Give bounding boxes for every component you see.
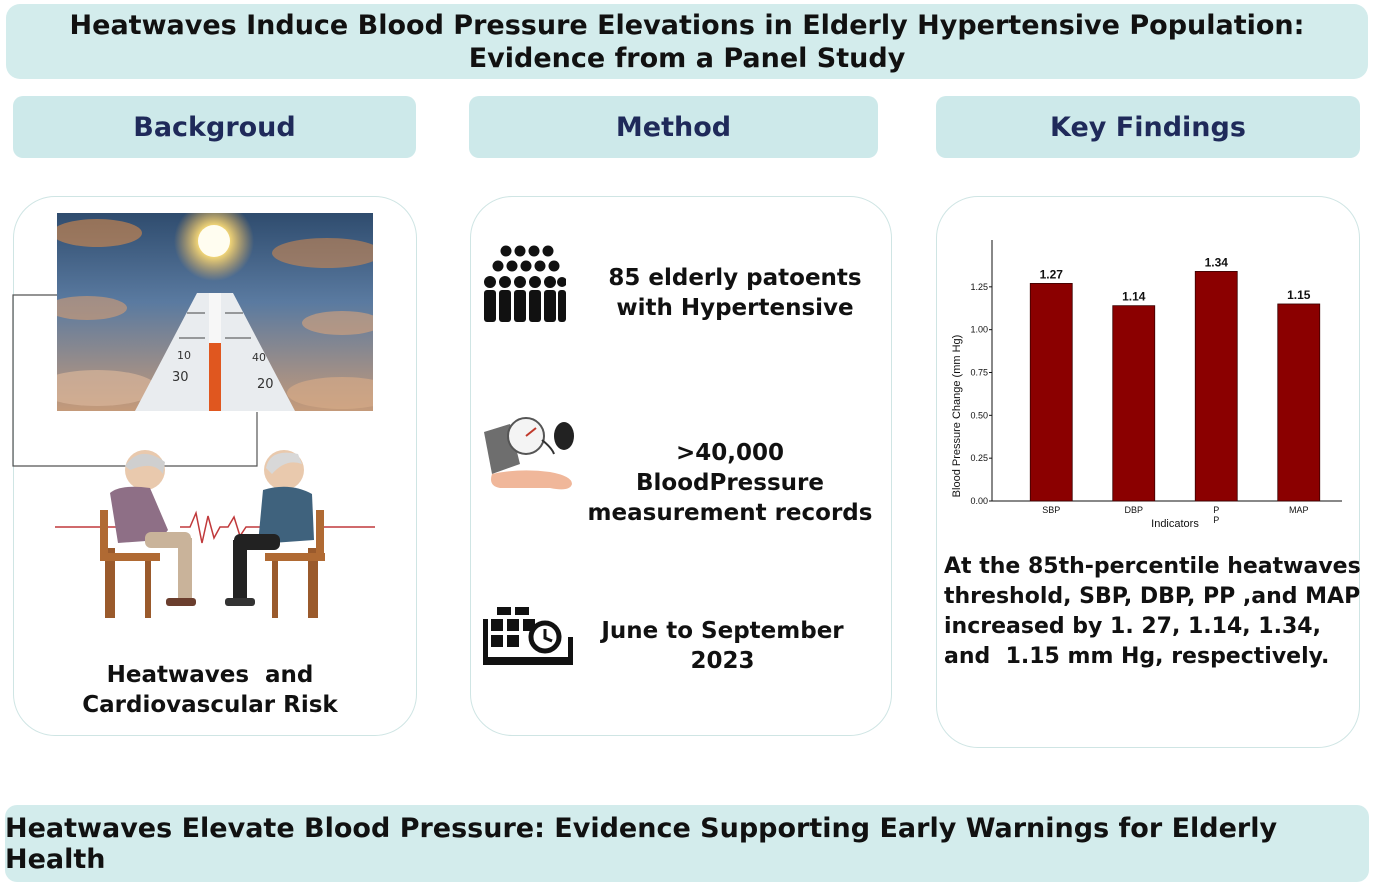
- chart-bar: [1194, 271, 1238, 502]
- chart-category-label: SBP: [1042, 505, 1060, 515]
- background-caption: Heatwaves and Cardiovascular Risk: [40, 660, 380, 720]
- elderly-man-icon: [225, 450, 325, 618]
- chart-y-tick-label: 0.00: [970, 496, 988, 506]
- thermo-tick-left-2: 10: [177, 349, 191, 362]
- method-item-1-line-1: 85 elderly patoents: [608, 265, 862, 291]
- background-caption-line-2: Cardiovascular Risk: [82, 692, 338, 718]
- findings-line-3: increased by 1. 27, 1.14, 1.34,: [944, 614, 1321, 639]
- chart-y-axis-label: Blood Pressure Change (mm Hg): [951, 335, 963, 498]
- thermo-tick-left: 30: [172, 370, 189, 385]
- calendar-clock-icon: [483, 607, 573, 665]
- chart-bar: [1277, 303, 1321, 502]
- background-caption-line-1: Heatwaves and: [106, 662, 314, 688]
- chart-y-tick-label: 0.75: [970, 368, 988, 378]
- method-item-2: >40,000 BloodPressure measurement record…: [585, 438, 875, 528]
- findings-line-4: and 1.15 mm Hg, respectively.: [944, 644, 1330, 669]
- chart-x-axis-label: Indicators: [1151, 518, 1199, 530]
- key-findings-text: At the 85th-percentile heatwaves thresho…: [944, 552, 1361, 672]
- chart-bar: [1029, 283, 1073, 502]
- chart-y-tick-label: 0.50: [970, 410, 988, 420]
- method-item-1: 85 elderly patoents with Hypertensive: [600, 263, 870, 323]
- chart-y-tick-label: 0.25: [970, 453, 988, 463]
- chart-value-label: 1.15: [1287, 288, 1311, 302]
- blood-pressure-monitor-icon: [484, 417, 574, 490]
- title-line-2: Evidence from a Panel Study: [468, 42, 906, 74]
- method-item-3-line-1: June to September: [601, 618, 844, 644]
- chart-y-tick-label: 1.00: [970, 325, 988, 335]
- method-item-2-line-1: >40,000 BloodPressure: [636, 440, 824, 496]
- thermo-tick-right: 40: [252, 351, 266, 364]
- chart-category-label: DBP: [1124, 505, 1143, 515]
- chart-category-label: P: [1213, 515, 1219, 525]
- connector-lines: [12, 294, 258, 467]
- chart-category-label: MAP: [1289, 505, 1309, 515]
- chart-value-label: 1.14: [1122, 290, 1146, 304]
- method-header: Method: [469, 96, 878, 158]
- key-findings-header: Key Findings: [936, 96, 1360, 158]
- chart-category-label: P: [1213, 505, 1219, 515]
- elderly-woman-icon: [100, 450, 196, 618]
- title-line-1: Heatwaves Induce Blood Pressure Elevatio…: [69, 9, 1305, 41]
- bp-change-bar-chart: 0.00 0.25 0.50 0.75 1.00 1.25 1.27 1.14 1.34 1.1…: [951, 240, 1342, 530]
- chart-value-label: 1.34: [1205, 255, 1229, 269]
- chart-y-tick-label: 1.25: [970, 282, 988, 292]
- thermo-tick-right-2: 20: [257, 377, 274, 392]
- method-item-3: June to September 2023: [600, 616, 845, 676]
- chart-bar: [1112, 305, 1156, 502]
- elderly-people-illustration: [55, 450, 375, 618]
- chart-value-label: 1.27: [1040, 267, 1064, 281]
- background-header: Backgroud: [13, 96, 416, 158]
- title-banner: Heatwaves Induce Blood Pressure Elevatio…: [6, 4, 1368, 79]
- method-item-3-line-2: 2023: [690, 648, 755, 674]
- findings-line-1: At the 85th-percentile heatwaves: [944, 554, 1361, 579]
- heatwave-thermometer-image: 30 10 40 20: [57, 213, 373, 411]
- people-group-icon: [484, 245, 566, 322]
- method-item-2-line-2: measurement records: [587, 500, 873, 526]
- findings-line-2: threshold, SBP, DBP, PP ,and MAP: [944, 584, 1361, 609]
- conclusion-footer: Heatwaves Elevate Blood Pressure: Eviden…: [5, 805, 1369, 882]
- method-item-1-line-2: with Hypertensive: [616, 295, 854, 321]
